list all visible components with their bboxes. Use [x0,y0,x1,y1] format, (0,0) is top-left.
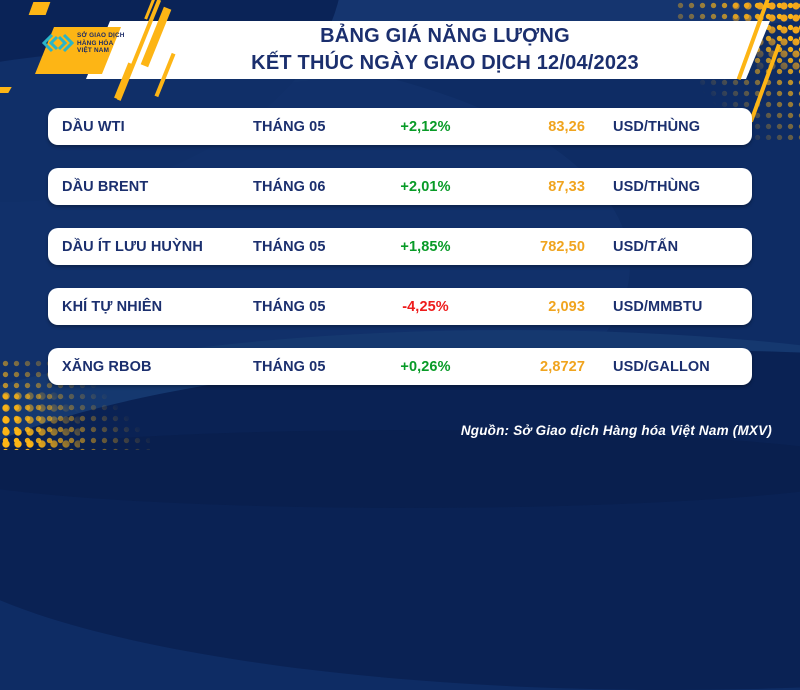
header-white-band [86,21,770,79]
price-unit: USD/MMBTU [613,298,703,315]
change-percent: +2,12% [400,118,451,135]
logo-line-1: SỞ GIAO DỊCH [77,32,125,39]
change-percent: +1,85% [400,238,451,255]
contract-month: THÁNG 06 [253,178,326,195]
price-unit: USD/THÙNG [613,118,701,135]
price-row: DẦU ÍT LƯU HUỲNH THÁNG 05 +1,85% 782,50 … [48,228,752,265]
price-unit: USD/TẤN [613,238,679,255]
price-unit: USD/GALLON [613,358,710,375]
change-percent: +0,26% [400,358,451,375]
page-title: BẢNG GIÁ NĂNG LƯỢNG KẾT THÚC NGÀY GIAO D… [150,23,740,76]
source-note: Nguồn: Sở Giao dịch Hàng hóa Việt Nam (M… [460,423,772,438]
price-rows: DẦU WTI THÁNG 05 +2,12% 83,26 USD/THÙNG … [48,108,752,408]
price-unit: USD/THÙNG [613,178,701,195]
logo-line-2: HÀNG HÓA [77,39,114,47]
contract-month: THÁNG 05 [253,118,326,135]
logo-line-3: VIỆT NAM [77,47,110,55]
price-value: 782,50 [540,238,585,255]
title-line-1: BẢNG GIÁ NĂNG LƯỢNG [320,25,570,47]
change-percent: +2,01% [400,178,451,195]
price-row: XĂNG RBOB THÁNG 05 +0,26% 2,8727 USD/GAL… [48,348,752,385]
price-value: 2,8727 [540,358,585,375]
price-value: 83,26 [548,118,585,135]
commodity-name: DẦU WTI [62,118,125,135]
price-row: DẦU BRENT THÁNG 06 +2,01% 87,33 USD/THÙN… [48,168,752,205]
mxv-logo: SỞ GIAO DỊCH HÀNG HÓA VIỆT NAM [42,32,124,55]
price-row: KHÍ TỰ NHIÊN THÁNG 05 -4,25% 2,093 USD/M… [48,288,752,325]
contract-month: THÁNG 05 [253,238,326,255]
commodity-name: DẦU BRENT [62,178,149,195]
mxv-chevrons-icon [42,34,74,53]
commodity-name: KHÍ TỰ NHIÊN [62,298,163,315]
price-value: 2,093 [548,298,585,315]
contract-month: THÁNG 05 [253,298,326,315]
price-value: 87,33 [548,178,585,195]
title-line-2: KẾT THÚC NGÀY GIAO DỊCH 12/04/2023 [251,51,639,74]
change-percent: -4,25% [402,298,449,315]
decor-diamond-top-left [28,2,51,15]
contract-month: THÁNG 05 [253,358,326,375]
price-row: DẦU WTI THÁNG 05 +2,12% 83,26 USD/THÙNG [48,108,752,145]
commodity-name: DẦU ÍT LƯU HUỲNH [62,238,203,255]
commodity-name: XĂNG RBOB [62,358,152,375]
decor-left-edge-accent [0,87,12,93]
mxv-logo-text: SỞ GIAO DỊCH HÀNG HÓA VIỆT NAM [77,32,125,55]
halftone-dots-bottom-left-dense [0,390,80,450]
